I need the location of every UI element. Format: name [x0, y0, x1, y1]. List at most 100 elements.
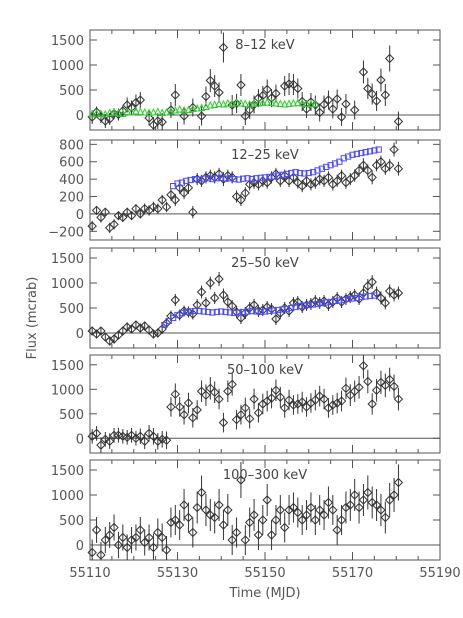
data-point [393, 394, 404, 404]
data-point [209, 176, 216, 183]
data-point [170, 90, 181, 100]
series-triangle [88, 97, 320, 118]
data-point [272, 98, 280, 107]
data-point [188, 413, 198, 423]
data-point [210, 100, 219, 108]
y-tick-label: 1500 [51, 464, 84, 479]
data-point [358, 160, 369, 170]
data-point [301, 302, 308, 309]
data-point [332, 94, 342, 104]
data-point [371, 147, 378, 154]
data-point [231, 527, 242, 538]
panel-label: 50–100 keV [227, 363, 303, 378]
data-point [218, 417, 229, 428]
data-point [318, 299, 325, 307]
data-point [240, 535, 251, 545]
data-point [288, 400, 299, 410]
data-point [196, 176, 203, 183]
panel-2: 800 600 400 200 0 −200 12–25 keV [48, 138, 441, 241]
data-point [196, 307, 203, 315]
y-tick-label: 200 [59, 191, 84, 206]
data-point [358, 67, 369, 77]
data-point [109, 522, 119, 533]
data-point [288, 169, 295, 177]
data-point [366, 148, 374, 155]
data-point [183, 307, 194, 317]
data-point [87, 221, 97, 231]
panel-4: 1500 1000 500 0 50–100 keV [51, 354, 441, 454]
data-point [376, 157, 386, 167]
data-point [314, 300, 321, 308]
data-point [296, 302, 304, 310]
data-point [235, 176, 242, 183]
data-point [284, 505, 294, 515]
data-point [205, 75, 216, 86]
data-point [271, 314, 281, 324]
data-point [332, 525, 342, 535]
data-point [183, 308, 190, 316]
data-point [293, 507, 303, 518]
data-point [126, 430, 137, 441]
data-point [219, 99, 228, 108]
data-point [376, 377, 386, 388]
data-point [202, 102, 210, 110]
data-point [231, 98, 242, 109]
data-point [100, 207, 111, 217]
data-point [297, 302, 307, 312]
data-point [135, 209, 146, 219]
data-point [393, 288, 404, 298]
data-point [196, 487, 207, 498]
data-point [262, 177, 272, 188]
data-point [131, 532, 141, 543]
data-point [101, 109, 110, 118]
data-point [293, 83, 303, 94]
data-point [367, 89, 377, 99]
data-point [131, 433, 141, 444]
data-point [301, 300, 312, 310]
data-point [371, 385, 382, 395]
data-point [328, 400, 338, 410]
data-point [253, 93, 264, 103]
data-point [311, 99, 320, 107]
data-point [319, 510, 329, 520]
data-point [275, 306, 282, 314]
data-point [148, 329, 159, 339]
data-point [135, 525, 146, 535]
data-point [231, 309, 238, 317]
data-point [314, 174, 325, 184]
data-point [259, 98, 267, 106]
data-point [113, 540, 124, 550]
data-point [358, 149, 365, 157]
panel-label: 100–300 keV [223, 468, 307, 483]
data-point [336, 170, 347, 181]
data-point [118, 532, 128, 543]
data-point [332, 176, 342, 186]
data-point [110, 107, 118, 116]
data-point [209, 512, 220, 523]
data-point [301, 170, 308, 177]
data-point [139, 436, 150, 446]
data-point [250, 99, 258, 107]
data-point [279, 306, 286, 313]
data-point [245, 99, 254, 108]
y-tick-label: 500 [59, 302, 84, 317]
data-point [189, 104, 197, 112]
data-point [191, 307, 199, 315]
data-point [213, 308, 220, 316]
data-point [131, 320, 141, 330]
y-tick-label: −200 [48, 225, 84, 240]
data-point [140, 107, 149, 116]
data-point [148, 542, 159, 553]
data-point [283, 170, 290, 178]
data-point [144, 113, 154, 123]
data-point [240, 308, 251, 318]
data-point [306, 179, 316, 190]
data-point [275, 392, 286, 402]
data-point [283, 305, 290, 313]
data-point [161, 545, 172, 555]
data-point [157, 195, 167, 205]
data-point [363, 83, 373, 94]
data-point [345, 153, 352, 160]
data-point [174, 180, 181, 187]
